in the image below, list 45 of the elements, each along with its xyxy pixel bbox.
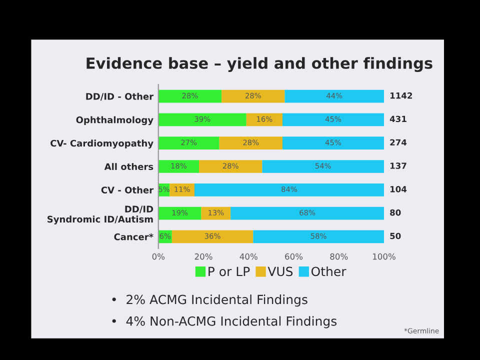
bar — [158, 90, 222, 103]
x-tick-label: 80% — [330, 253, 348, 260]
text: 104 — [390, 186, 407, 192]
y-tick-label: CV - Other — [101, 186, 154, 194]
bar — [219, 136, 282, 150]
bar — [158, 136, 220, 150]
bar — [222, 90, 285, 103]
bar — [246, 113, 282, 126]
y-tick-label: DD/ID - Other — [86, 92, 154, 101]
text: 50 — [390, 232, 401, 240]
bar — [282, 113, 384, 126]
bar — [170, 183, 194, 196]
y-tick-label: Ophthalmology — [76, 116, 154, 126]
legend-label: P or LP — [208, 266, 250, 276]
bar — [172, 230, 254, 244]
text: 80 — [390, 209, 401, 216]
y-tick-label: DD/ID Syndromic ID/Autism — [48, 206, 154, 224]
bar — [201, 206, 231, 220]
y-tick-label: Cancer* — [114, 233, 154, 240]
bar — [284, 90, 384, 103]
bar — [230, 206, 384, 220]
bar — [194, 183, 384, 196]
bar — [282, 136, 384, 150]
text: 274 — [390, 139, 407, 146]
bar — [262, 160, 384, 173]
x-tick-label: 0% — [152, 253, 165, 260]
bar — [253, 230, 384, 244]
chart-title: Evidence base – yield and other findings — [86, 57, 432, 72]
bar — [158, 206, 202, 220]
y-tick-label: CV- Cardiomyopathy — [50, 140, 154, 148]
x-tick-label: 60% — [285, 253, 303, 260]
x-tick-label: 20% — [194, 253, 212, 260]
legend-label: Other — [311, 266, 346, 276]
x-tick-label: 100% — [373, 253, 396, 260]
bar — [199, 160, 262, 173]
y-tick-label: All others — [104, 163, 154, 170]
legend-label: VUS — [268, 266, 293, 276]
bar — [158, 160, 200, 173]
text: • 4% Non-ACMG Incidental Findings — [112, 316, 337, 328]
text: • 2% ACMG Incidental Findings — [112, 294, 308, 307]
x-tick-label: 40% — [240, 253, 258, 260]
bar — [158, 113, 246, 126]
text: 137 — [390, 162, 406, 169]
text: 431 — [390, 116, 406, 122]
text: 1142 — [390, 92, 412, 99]
